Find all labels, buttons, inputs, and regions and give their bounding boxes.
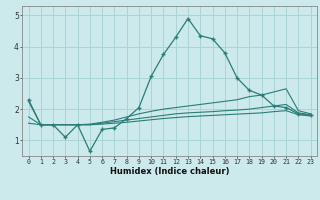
X-axis label: Humidex (Indice chaleur): Humidex (Indice chaleur) — [110, 167, 229, 176]
